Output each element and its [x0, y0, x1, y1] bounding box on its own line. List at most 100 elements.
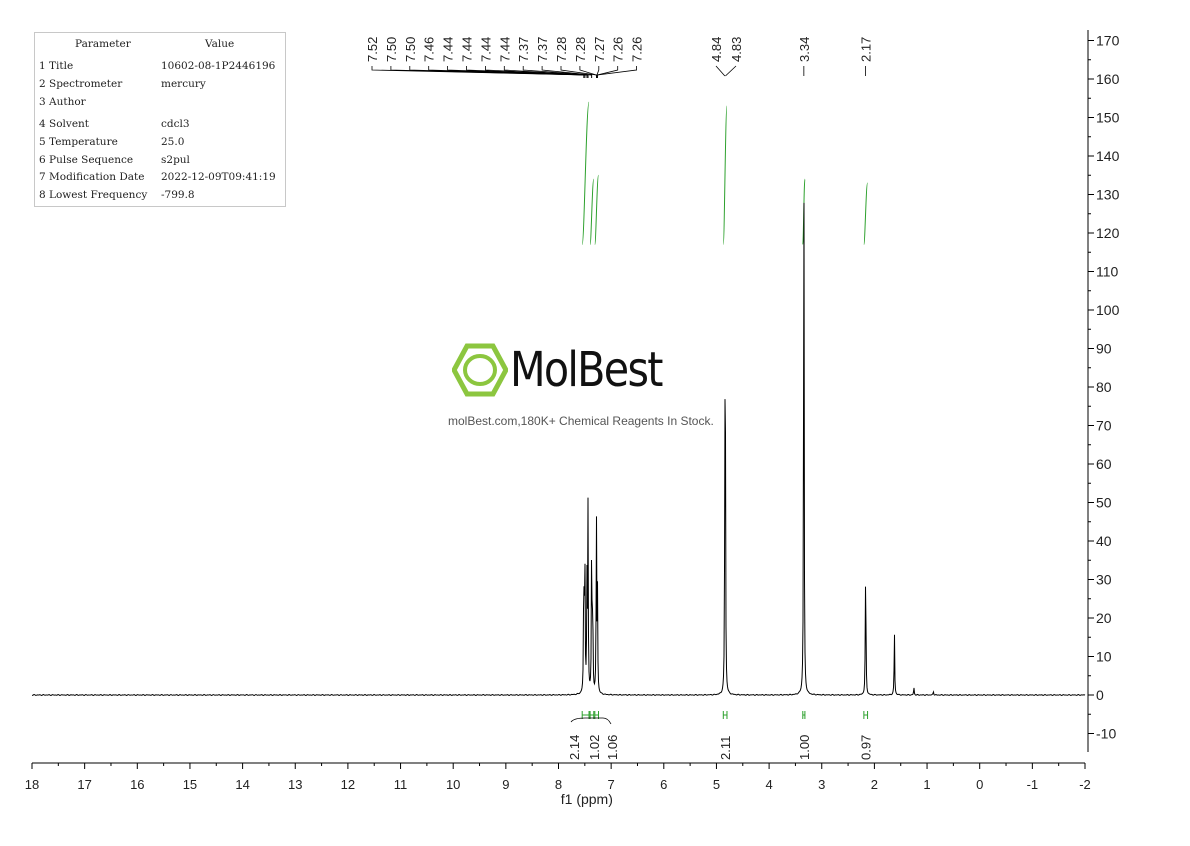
parameter-key: 8 Lowest Frequency — [39, 189, 148, 201]
peak-label: 4.84 — [709, 37, 724, 62]
benzene-logo-icon — [452, 343, 508, 397]
watermark-tagline: molBest.com,180K+ Chemical Reagents In S… — [448, 414, 714, 428]
integral-curve — [722, 105, 728, 246]
parameter-row: 1 Title 10602-08-1P2446196 — [35, 58, 285, 74]
logo-brand-text: MolBest — [510, 342, 663, 398]
parameter-key: 4 Solvent — [39, 118, 90, 130]
peak-label: 4.83 — [729, 37, 744, 62]
parameter-value: 25.0 — [161, 136, 185, 148]
x-tick-label: 6 — [660, 777, 667, 792]
integral-curve — [589, 178, 595, 246]
x-tick-label: -2 — [1079, 777, 1091, 792]
peak-label: 7.44 — [460, 37, 475, 62]
peak-label: 7.52 — [365, 37, 380, 62]
y-tick-label: -10 — [1096, 726, 1116, 742]
peak-label: 7.50 — [384, 37, 399, 62]
peak-leader — [715, 65, 726, 77]
integral-curve — [594, 174, 600, 246]
parameter-value: -799.8 — [161, 189, 195, 201]
y-tick-label: 120 — [1096, 225, 1120, 241]
peak-leader — [725, 65, 737, 77]
parameter-row: 8 Lowest Frequency -799.8 — [35, 187, 285, 203]
peak-label: 7.44 — [441, 37, 456, 62]
y-tick-label: 150 — [1096, 110, 1120, 126]
parameter-row: 3 Author — [35, 94, 285, 110]
y-tick-label: 50 — [1096, 495, 1112, 511]
x-tick-label: 1 — [923, 777, 930, 792]
peak-label: 7.44 — [478, 37, 493, 62]
x-tick-label: 17 — [77, 777, 91, 792]
integral-curve — [863, 182, 869, 246]
x-tick-label: -1 — [1027, 777, 1039, 792]
peak-label: 3.34 — [797, 37, 812, 62]
peak-label: 7.28 — [573, 37, 588, 62]
spectrum-trace — [31, 202, 1086, 696]
molbest-logo: MolBest — [452, 340, 672, 400]
x-tick-label: 13 — [288, 777, 302, 792]
peak-label: 7.37 — [535, 37, 550, 62]
x-tick-label: 9 — [502, 777, 509, 792]
parameter-value: mercury — [161, 78, 206, 90]
peak-label: 7.50 — [403, 37, 418, 62]
x-tick-label: 11 — [394, 777, 408, 792]
y-tick-label: 70 — [1096, 418, 1112, 434]
y-tick-label: 20 — [1096, 610, 1112, 626]
peak-label: 7.37 — [516, 37, 531, 62]
y-tick-label: 160 — [1096, 71, 1120, 87]
x-tick-label: 16 — [130, 777, 144, 792]
parameter-key: 1 Title — [39, 60, 74, 72]
parameter-row: 7 Modification Date 2022-12-09T09:41:19 — [35, 169, 285, 185]
x-tick-label: 15 — [183, 777, 197, 792]
peak-leader — [597, 66, 619, 78]
x-tick-label: 4 — [765, 777, 772, 792]
integral-value-label: 2.14 — [567, 735, 582, 760]
peak-label: 7.26 — [611, 37, 626, 62]
y-tick-label: 10 — [1096, 649, 1112, 665]
parameter-row: 2 Spectrometer mercury — [35, 76, 285, 92]
parameter-row: 6 Pulse Sequence s2pul — [35, 152, 285, 168]
x-tick-label: 5 — [713, 777, 720, 792]
parameter-key: 7 Modification Date — [39, 171, 145, 183]
y-tick-label: 80 — [1096, 379, 1112, 395]
x-axis-label: f1 (ppm) — [561, 791, 613, 807]
parameter-key: 5 Temperature — [39, 136, 118, 148]
peak-leader — [541, 66, 593, 78]
integral-value-label: 2.11 — [718, 736, 733, 760]
parameter-header-row: Parameter Value — [35, 36, 285, 52]
integral-value-label: 0.97 — [858, 735, 873, 760]
parameter-key: 6 Pulse Sequence — [39, 154, 134, 166]
y-tick-label: 130 — [1096, 187, 1120, 203]
y-tick-label: 0 — [1096, 687, 1104, 703]
y-tick-label: 140 — [1096, 148, 1120, 164]
y-tick-label: 170 — [1096, 33, 1120, 49]
x-tick-label: 7 — [608, 777, 615, 792]
integral-value-label: 1.02 — [587, 735, 602, 760]
parameter-value: s2pul — [161, 154, 190, 166]
peak-label: 2.17 — [858, 37, 873, 62]
parameter-key: 3 Author — [39, 96, 86, 108]
integral-value-label: 1.00 — [797, 735, 812, 760]
x-tick-label: 14 — [235, 777, 249, 792]
x-tick-label: 18 — [25, 777, 39, 792]
y-tick-label: 100 — [1096, 302, 1120, 318]
x-tick-label: 12 — [341, 777, 355, 792]
integral-value-label: 1.06 — [605, 735, 620, 760]
y-tick-label: 110 — [1096, 264, 1119, 280]
peak-leader — [560, 66, 597, 78]
y-tick-label: 60 — [1096, 456, 1112, 472]
y-tick-label: 90 — [1096, 341, 1112, 357]
parameter-header-key: Parameter — [75, 38, 131, 50]
peak-label: 7.26 — [630, 37, 645, 62]
peak-label: 7.27 — [592, 37, 607, 62]
integral-curve — [581, 101, 590, 246]
peak-label: 7.46 — [422, 37, 437, 62]
parameter-row: 5 Temperature 25.0 — [35, 134, 285, 150]
x-tick-label: 3 — [818, 777, 825, 792]
peak-label: 7.28 — [554, 37, 569, 62]
parameter-header-value: Value — [205, 38, 235, 50]
x-tick-label: 0 — [976, 777, 983, 792]
parameter-row: 4 Solvent cdcl3 — [35, 116, 285, 132]
x-tick-label: 10 — [446, 777, 460, 792]
